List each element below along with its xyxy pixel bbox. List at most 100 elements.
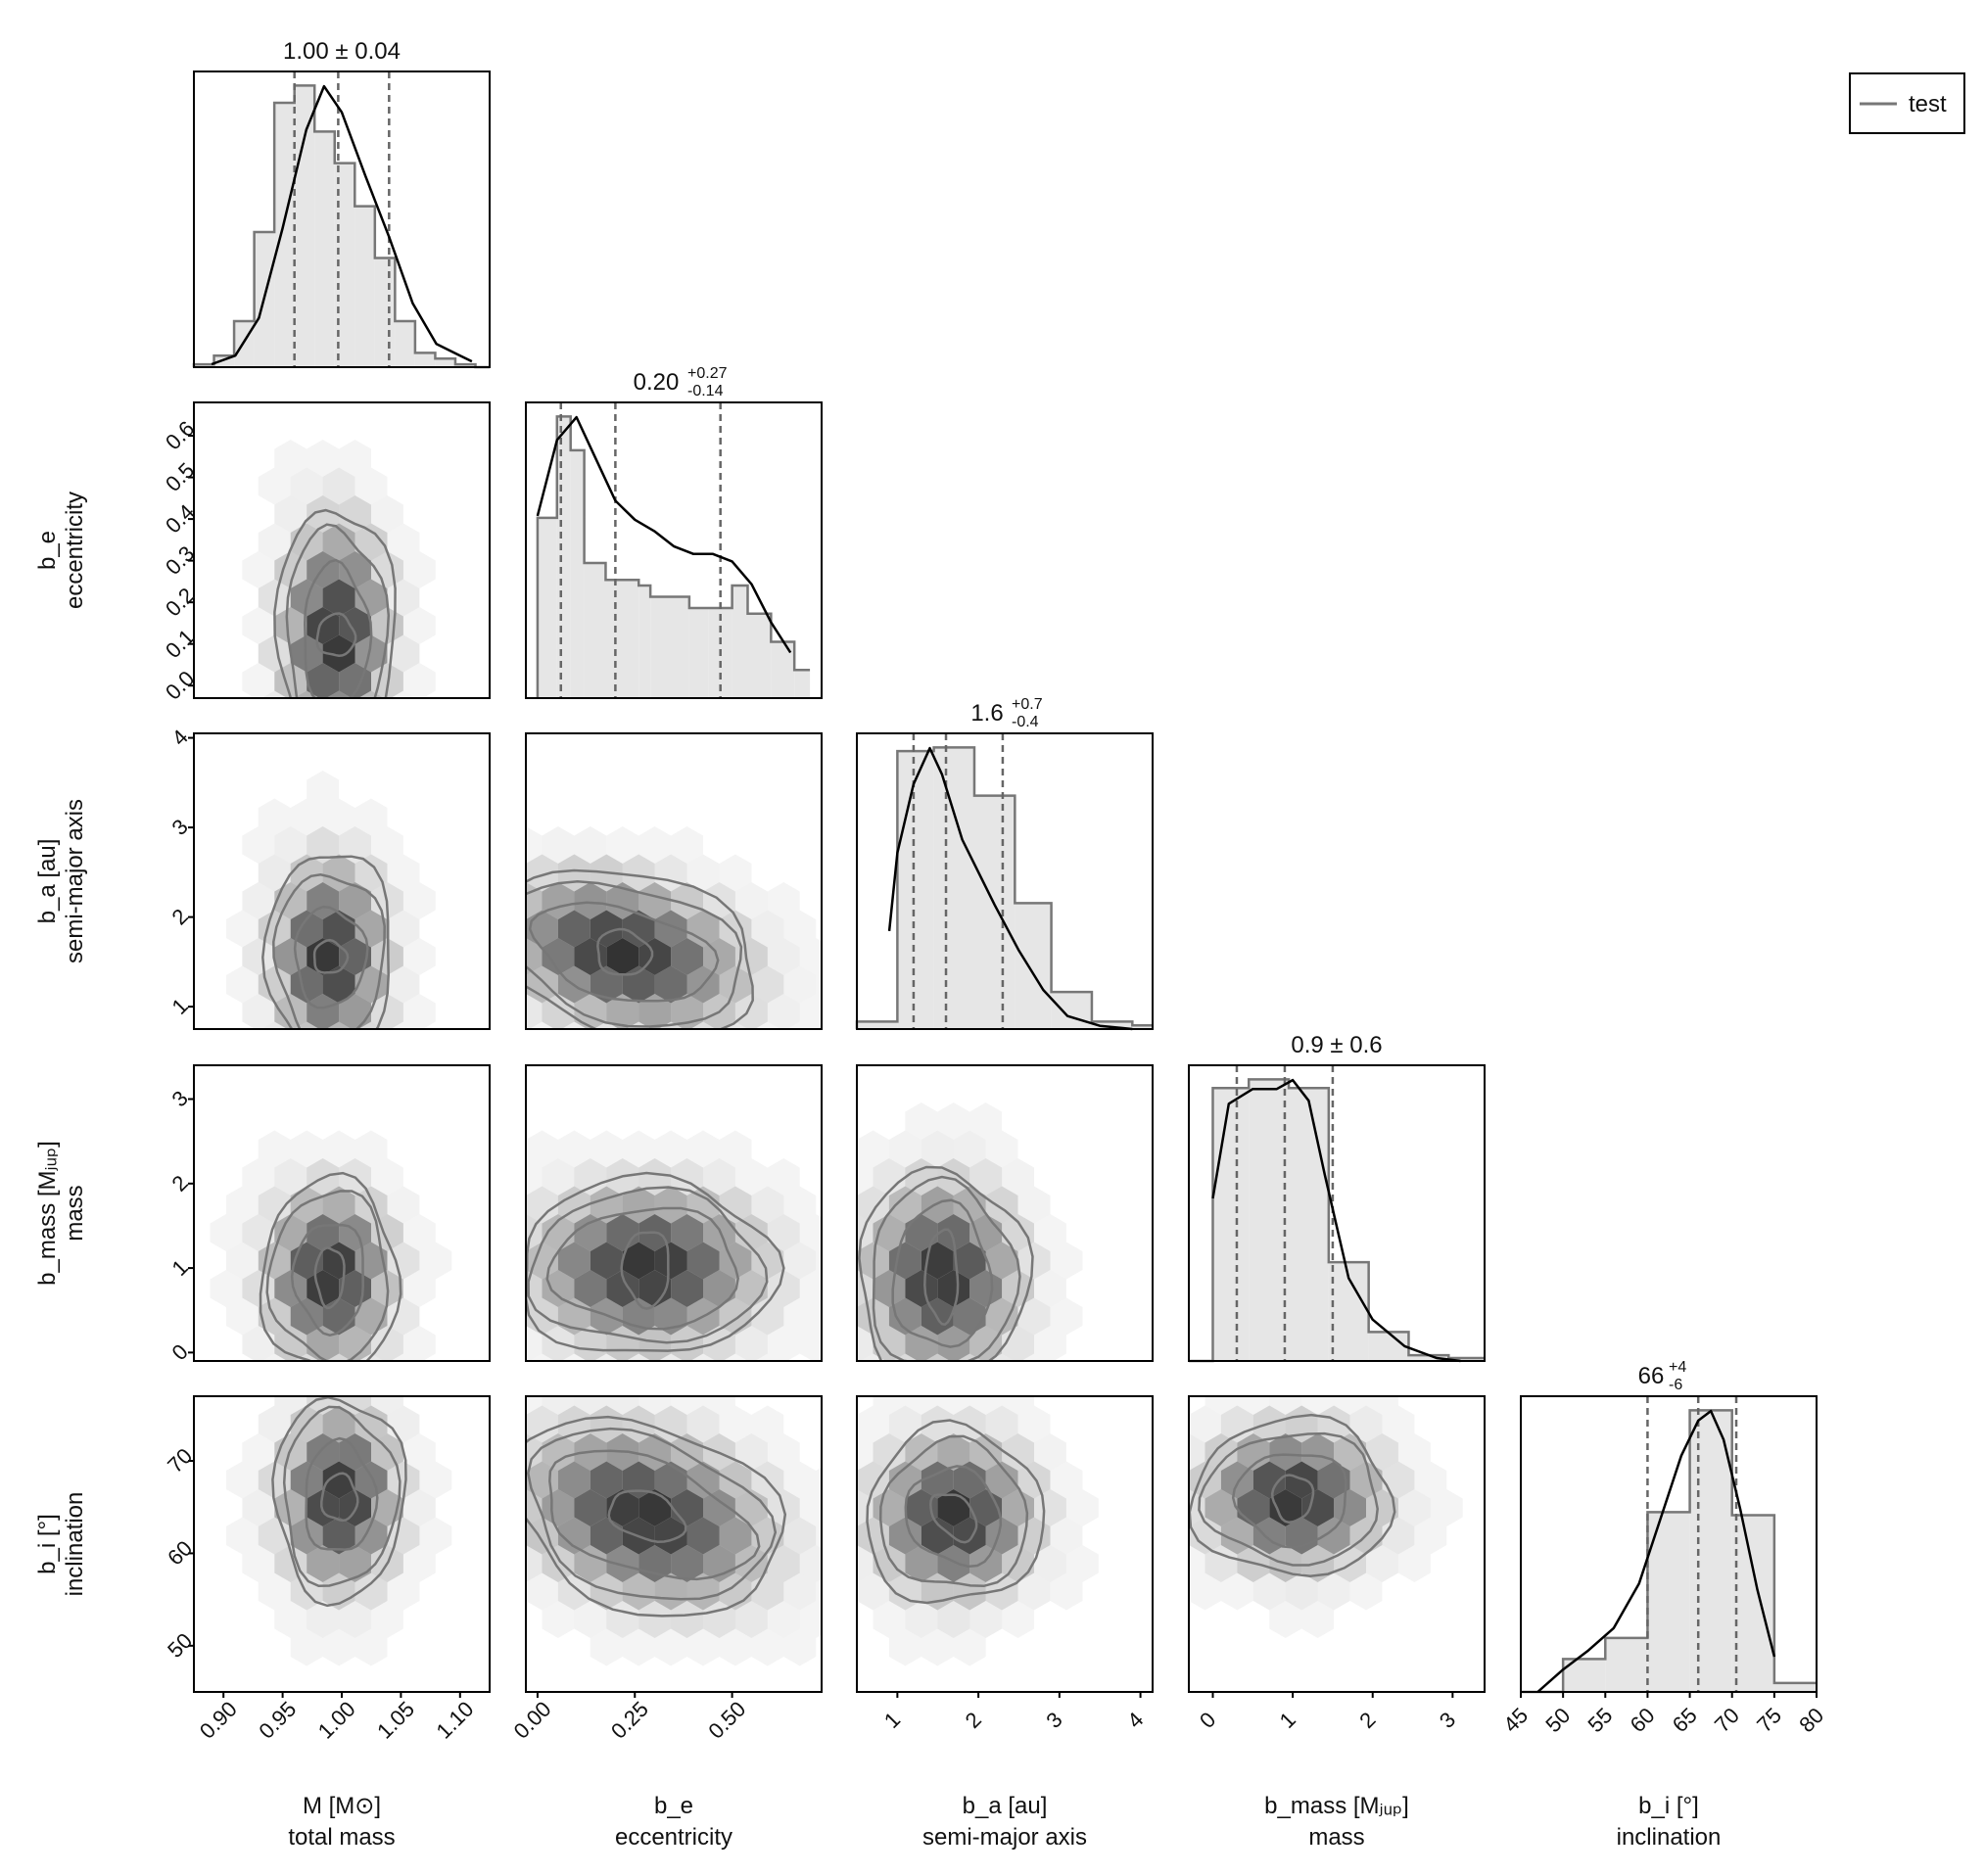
hex-bin bbox=[526, 1396, 543, 1415]
hex-bin bbox=[402, 1326, 436, 1361]
hex-bin bbox=[654, 965, 687, 1004]
hex-bin bbox=[638, 1158, 672, 1196]
hex-bin bbox=[387, 1461, 420, 1499]
hex-bin bbox=[1205, 1396, 1238, 1415]
hex-bin bbox=[593, 1353, 620, 1361]
hex-bin bbox=[326, 1353, 353, 1361]
hex-bin bbox=[754, 1353, 780, 1361]
x-axis-subtitle-b_e: eccentricity bbox=[615, 1824, 732, 1851]
hist-panel-b_a bbox=[855, 732, 1154, 1031]
contour-level bbox=[271, 1396, 407, 1608]
hex-bin bbox=[1397, 1433, 1431, 1471]
hex-bin bbox=[953, 1186, 986, 1224]
hex-bin bbox=[734, 1214, 768, 1251]
hex-bin bbox=[1382, 1405, 1415, 1443]
hist-bar bbox=[1731, 1515, 1774, 1692]
hex-bin bbox=[557, 1130, 590, 1168]
hex-bin bbox=[751, 965, 784, 1004]
hex-bin bbox=[371, 1396, 403, 1415]
hex-bin bbox=[686, 1628, 720, 1666]
hex-bin bbox=[494, 1187, 526, 1224]
hex-bin bbox=[857, 1405, 889, 1443]
hex-bin bbox=[686, 1405, 720, 1443]
contour-level bbox=[312, 938, 350, 974]
kde-curve bbox=[887, 746, 1133, 1031]
hex-bin bbox=[606, 994, 639, 1029]
hex-bin bbox=[526, 938, 543, 975]
hex-bin bbox=[478, 1326, 510, 1363]
hist-bar bbox=[194, 364, 214, 367]
hex-bin bbox=[557, 1242, 590, 1280]
hex-bin bbox=[969, 1545, 1003, 1582]
hex-bin bbox=[825, 1243, 857, 1280]
hex-bin bbox=[686, 854, 720, 892]
hex-bin bbox=[290, 910, 323, 948]
hex-bin bbox=[1366, 1433, 1398, 1471]
hex-bin bbox=[242, 1050, 274, 1087]
hex-bin bbox=[969, 1158, 1003, 1196]
hex-bin bbox=[671, 1214, 703, 1251]
hex-bin bbox=[622, 910, 655, 948]
y-axis-label-b_i: b_i [°] bbox=[34, 1514, 61, 1574]
x-axis-b_mass: 0 1 2 3 b_mass [Mⱼᵤₚ] mass bbox=[1195, 1692, 1460, 1851]
hex-bin bbox=[703, 1050, 735, 1087]
hex-bin bbox=[390, 1021, 416, 1029]
hex-bin bbox=[825, 1354, 857, 1391]
hex-bin bbox=[371, 495, 403, 533]
hex-bin bbox=[446, 1214, 478, 1251]
hex-bin bbox=[355, 747, 388, 784]
hex-bin bbox=[590, 1628, 623, 1666]
hex-bin bbox=[751, 1628, 784, 1666]
summary-b_e-minus: -0.14 bbox=[687, 383, 724, 399]
hex-bin bbox=[371, 1601, 403, 1638]
contour-level bbox=[261, 855, 390, 1029]
hex-bin bbox=[671, 826, 703, 864]
hex-bin bbox=[751, 1242, 784, 1280]
hex-bin bbox=[419, 1461, 452, 1499]
hex-bin bbox=[1269, 1489, 1302, 1526]
hex-bin bbox=[734, 1489, 768, 1526]
hex-bin bbox=[783, 910, 817, 948]
hex-bin bbox=[857, 1297, 889, 1336]
hex-bin bbox=[1050, 1517, 1083, 1555]
hex-bin bbox=[526, 1545, 543, 1582]
hex-bin bbox=[478, 1270, 510, 1307]
hex-bin bbox=[225, 1517, 259, 1555]
hex-bin bbox=[671, 1545, 703, 1582]
hex-bin bbox=[1397, 1489, 1431, 1526]
x-tick-label: 0 bbox=[1195, 1708, 1220, 1733]
hex-bin bbox=[322, 579, 355, 617]
hex-bin bbox=[735, 1050, 768, 1087]
kde-curve bbox=[1211, 1078, 1461, 1363]
summary-b_i-minus: -6 bbox=[1669, 1377, 1682, 1393]
hex-bin bbox=[816, 1247, 822, 1274]
hex-bin bbox=[557, 1517, 590, 1555]
hex-bin bbox=[526, 1130, 558, 1168]
hex-bin bbox=[1002, 1158, 1034, 1196]
hex-bin bbox=[354, 854, 388, 892]
hist-step-line bbox=[536, 415, 811, 698]
hex-bin bbox=[529, 1021, 555, 1029]
pair-panel-b_a-vs-M bbox=[193, 732, 491, 1087]
hex-bin bbox=[1017, 1405, 1051, 1443]
panel-frame bbox=[525, 732, 823, 1030]
hex-bin bbox=[1269, 1601, 1302, 1638]
hex-bin bbox=[985, 1130, 1018, 1168]
hex-bin bbox=[783, 1297, 817, 1336]
hex-bin bbox=[402, 607, 436, 644]
hex-bin bbox=[274, 495, 307, 533]
hex-bin bbox=[387, 854, 420, 892]
contour-level bbox=[1189, 1413, 1396, 1578]
hex-bin bbox=[816, 1578, 822, 1605]
x-tick-label: 2 bbox=[961, 1708, 986, 1733]
x-axis-b_e: 0.00 0.25 0.50 b_e eccentricity bbox=[509, 1692, 750, 1851]
contour-level bbox=[545, 1206, 739, 1331]
hist-bar bbox=[1132, 1025, 1153, 1029]
hex-bin bbox=[290, 1297, 323, 1336]
hex-bin bbox=[307, 719, 339, 756]
pair-panel-b_i-vs-b_mass bbox=[1188, 1395, 1486, 1693]
hex-bin bbox=[561, 1353, 588, 1361]
hist-bar bbox=[414, 352, 436, 367]
hex-bin bbox=[703, 1270, 735, 1307]
